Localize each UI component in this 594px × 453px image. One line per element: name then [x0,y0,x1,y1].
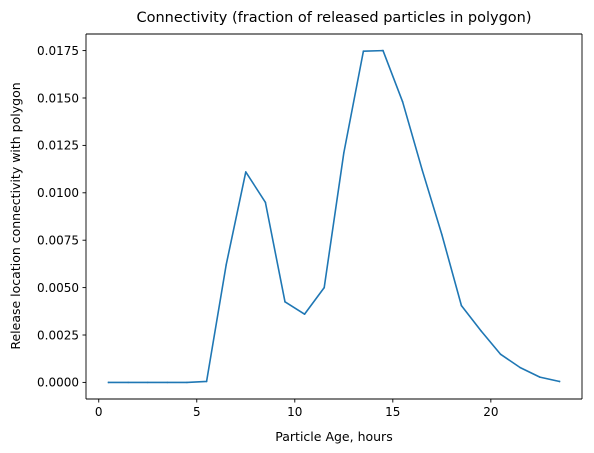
data-point [244,171,247,173]
data-point [264,201,267,204]
y-axis-label: Release location connectivity with polyg… [8,82,23,349]
data-point [127,381,129,384]
y-tick-label: 0.0150 [37,91,79,105]
x-ticks: 0 5 10 15 20 [95,399,498,419]
y-ticks: 0.0000 0.0025 0.0050 0.0075 0.0100 0.0125 0.01… [37,44,86,390]
data-point [225,264,227,266]
data-point [401,100,404,103]
data-point [146,381,149,384]
series-line [107,49,561,384]
data-point [107,381,110,384]
axes-frame [85,33,583,400]
data-point [558,380,561,383]
data-point [460,304,463,307]
data-point [382,49,384,52]
x-tick-label: 10 [287,405,302,419]
data-point [519,366,522,369]
data-point [284,301,286,303]
y-tick-label: 0.0075 [37,234,79,248]
data-point [186,381,188,384]
data-point [205,380,208,383]
data-point [166,381,169,384]
data-point [343,152,345,154]
x-tick-label: 0 [95,405,103,419]
data-point [499,353,502,356]
data-point [421,169,424,171]
x-tick-label: 20 [483,405,498,419]
y-tick-label: 0.0100 [37,186,79,200]
y-tick-label: 0.0125 [37,139,79,153]
chart-title: Connectivity (fraction of released parti… [137,10,532,26]
y-tick-label: 0.0175 [37,44,79,58]
y-tick-label: 0.0025 [37,328,79,342]
x-tick-label: 15 [385,405,400,419]
data-point [362,50,365,52]
data-point [539,376,541,378]
data-point [303,313,306,315]
x-axis-label: Particle Age, hours [275,429,392,444]
series-layer [107,49,561,384]
y-tick-label: 0.0000 [37,376,79,390]
data-point [441,233,443,236]
data-point [323,286,326,289]
x-tick-label: 5 [193,405,201,419]
data-point [480,330,482,332]
y-tick-label: 0.0050 [37,281,79,295]
